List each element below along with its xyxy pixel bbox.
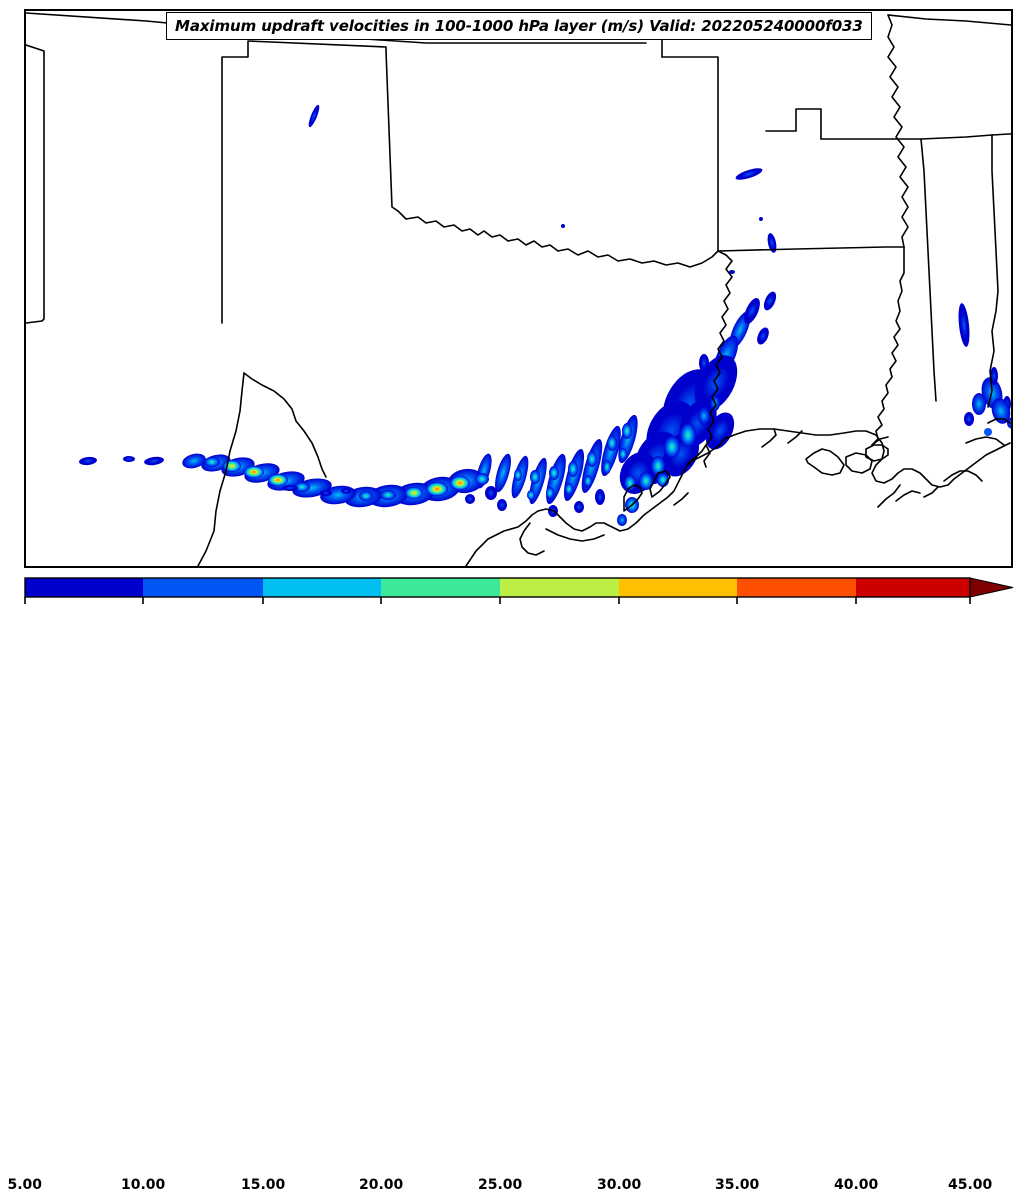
map-title-box: Maximum updraft velocities in 100-1000 h…: [166, 12, 872, 40]
colorbar-bands: [25, 577, 1014, 598]
map-panel[interactable]: [24, 9, 1013, 568]
colorbar-tick-label: 30.00: [597, 1177, 642, 1193]
colorbar-band: [381, 578, 500, 597]
colorbar-tick-label: 35.00: [715, 1177, 760, 1193]
colorbar-outline: [24, 577, 971, 598]
colorbar-tick-label: 45.00: [948, 1177, 993, 1193]
forecast-map-window: Maximum updraft velocities in 100-1000 h…: [0, 9, 1033, 1193]
colorbar-tick-label: 20.00: [359, 1177, 404, 1193]
updraft-velocity-field: [79, 104, 1011, 526]
colorbar-band: [856, 578, 970, 597]
squall-line-cells: [79, 414, 638, 517]
map-title-text: Maximum updraft velocities in 100-1000 h…: [175, 17, 863, 35]
colorbar-tick-label: 10.00: [121, 1177, 166, 1193]
colorbar-band: [737, 578, 856, 597]
colorbar-band: [263, 578, 381, 597]
colorbar-band: [619, 578, 737, 597]
colorbar-tick-label: 5.00: [7, 1177, 43, 1193]
colorbar-band: [25, 578, 143, 597]
colorbar-tick-label: 15.00: [241, 1177, 286, 1193]
colorbar-extend-arrow: [969, 577, 1014, 598]
state-and-coastline-borders: [26, 12, 1011, 566]
colorbar-tick-label: 25.00: [478, 1177, 523, 1193]
colorbar[interactable]: 5.00 10.00 15.00 20.00 25.00 30.00 35.00 40.00 4…: [0, 570, 1033, 1193]
colorbar-band: [500, 578, 619, 597]
colorbar-ticks: [24, 597, 971, 604]
colorbar-band: [143, 578, 263, 597]
map-canvas[interactable]: [26, 11, 1011, 566]
colorbar-svg[interactable]: [0, 570, 1033, 633]
colorbar-tick-label: 40.00: [834, 1177, 879, 1193]
